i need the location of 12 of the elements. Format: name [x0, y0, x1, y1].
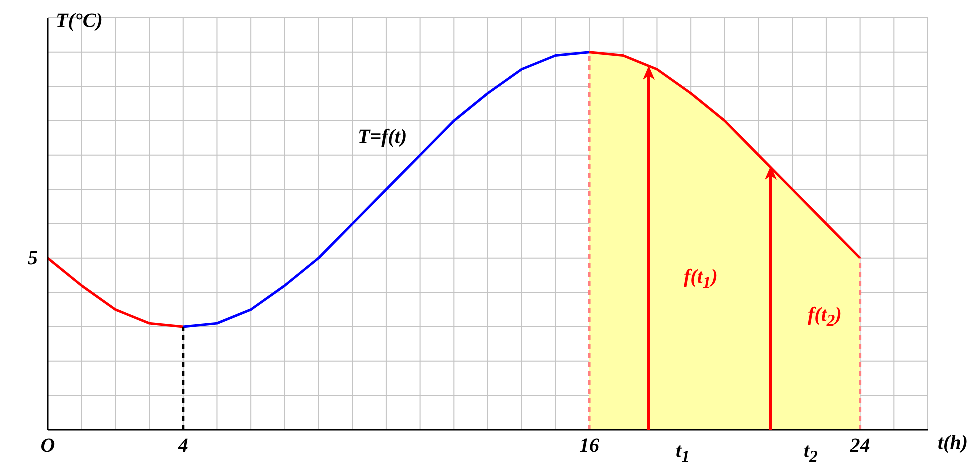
x-tick-label: 24 [849, 435, 870, 457]
y-tick-label: 5 [28, 247, 38, 270]
y-axis-title: T(°C) [56, 10, 103, 33]
text: t$_{1}$ [676, 440, 690, 467]
annotation: T=f(t) [358, 126, 408, 149]
x-tick-label: O [40, 435, 56, 457]
annotation: f(t$_{1}$) [684, 266, 718, 293]
x-tick-label: 16 [580, 435, 600, 457]
x-tick-label: 4 [177, 435, 188, 457]
text: t$_{2}$ [804, 440, 818, 467]
annotation: f(t$_{2}$) [808, 304, 842, 331]
x-axis-title: t(h) [938, 432, 968, 455]
